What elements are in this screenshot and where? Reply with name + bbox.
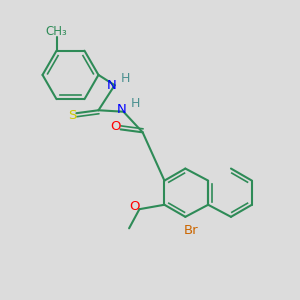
Text: S: S — [68, 109, 76, 122]
Text: H: H — [130, 97, 140, 110]
Text: N: N — [107, 79, 117, 92]
Text: CH₃: CH₃ — [46, 25, 68, 38]
Text: N: N — [117, 103, 127, 116]
Text: Br: Br — [184, 224, 199, 237]
Text: H: H — [120, 72, 130, 85]
Text: O: O — [129, 200, 139, 213]
Text: O: O — [110, 120, 121, 133]
